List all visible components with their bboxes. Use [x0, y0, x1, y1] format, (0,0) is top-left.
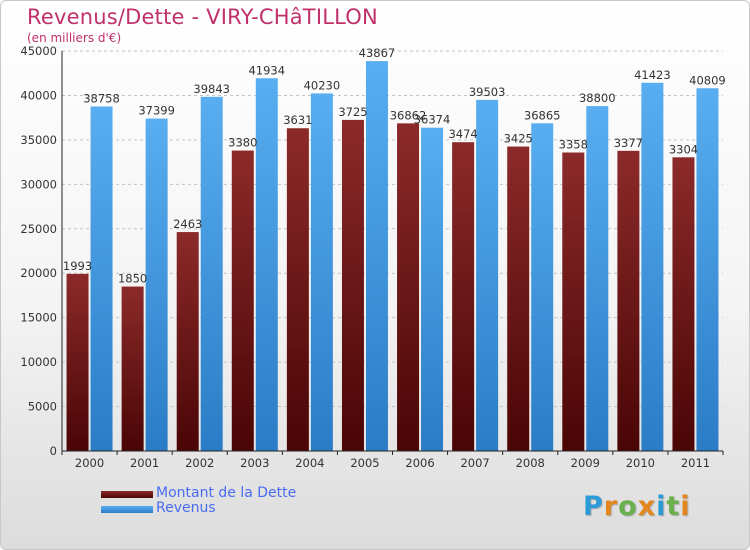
data-label-revenus: 37399 [138, 104, 175, 118]
bar-dette [507, 146, 530, 452]
logo-letter: o [618, 491, 638, 522]
x-tick-label: 2000 [75, 456, 104, 470]
proxiti-logo: Proxiti [583, 491, 691, 522]
bar-dette [397, 123, 420, 451]
logo-letter: r [603, 491, 619, 522]
y-tick-label: 25000 [20, 222, 57, 236]
legend-label-dette: Montant de la Dette [156, 485, 297, 501]
data-label-dette: 1993 [63, 259, 92, 273]
x-tick-label: 2006 [405, 456, 434, 470]
bar-revenus [476, 99, 499, 452]
x-tick-label: 2005 [350, 456, 379, 470]
chart-title: Revenus/Dette - VIRY-CHâTILLON [27, 5, 378, 29]
logo-letter: t [666, 491, 681, 522]
bar-dette [66, 273, 89, 451]
x-tick-label: 2001 [130, 456, 159, 470]
x-tick-label: 2003 [240, 456, 269, 470]
legend-swatch-revenus [101, 506, 153, 513]
data-label-revenus: 40809 [689, 73, 726, 87]
bar-revenus [200, 96, 223, 451]
bar-revenus [365, 61, 388, 452]
x-tick-label: 2007 [460, 456, 489, 470]
x-tick-label: 2004 [295, 456, 324, 470]
y-tick-label: 35000 [20, 133, 57, 147]
bar-revenus [421, 127, 444, 452]
bar-dette [286, 128, 309, 451]
x-tick-label: 2009 [571, 456, 600, 470]
data-label-dette: 3377 [614, 136, 643, 150]
x-tick-label: 2002 [185, 456, 214, 470]
data-label-dette: 3725 [338, 105, 367, 119]
y-tick-label: 15000 [20, 311, 57, 325]
bar-revenus [310, 93, 333, 452]
bar-revenus [255, 78, 278, 452]
legend-swatch-dette [101, 491, 153, 498]
data-label-revenus: 41423 [634, 68, 671, 82]
x-tick-label: 2008 [516, 456, 545, 470]
bar-dette [562, 152, 585, 451]
bar-dette [452, 142, 475, 451]
data-label-revenus: 43867 [359, 46, 396, 60]
data-label-revenus: 36865 [524, 108, 561, 122]
bar-revenus [586, 106, 609, 451]
bar-revenus [90, 106, 113, 452]
data-label-revenus: 40230 [304, 78, 341, 92]
y-tick-label: 0 [50, 444, 57, 458]
data-label-revenus: 41934 [248, 63, 285, 77]
bar-revenus [641, 82, 664, 451]
data-label-dette: 3425 [504, 132, 533, 146]
x-tick-label: 2010 [626, 456, 655, 470]
bar-dette [176, 232, 199, 451]
bar-revenus [696, 88, 719, 452]
chart-subtitle: (en milliers d'€) [27, 31, 122, 45]
bar-revenus [145, 118, 168, 451]
data-label-revenus: 36374 [414, 113, 451, 127]
logo-letter: i [656, 491, 667, 522]
y-tick-label: 20000 [20, 266, 57, 280]
data-label-revenus: 38758 [83, 91, 120, 105]
bar-revenus [531, 123, 554, 452]
data-label-dette: 3631 [283, 113, 312, 127]
bar-dette [231, 150, 254, 452]
data-label-dette: 3474 [448, 127, 477, 141]
y-tick-label: 30000 [20, 177, 57, 191]
logo-letter: i [680, 491, 691, 522]
bar-dette [341, 119, 364, 451]
data-label-dette: 3358 [559, 138, 588, 152]
data-label-dette: 3380 [228, 136, 257, 150]
data-label-dette: 1850 [118, 272, 147, 286]
legend-label-revenus: Revenus [156, 500, 216, 516]
bar-dette [121, 286, 144, 451]
logo-letter: x [637, 491, 657, 522]
data-label-revenus: 38800 [579, 91, 616, 105]
data-label-dette: 36862 [390, 108, 427, 122]
bar-dette [672, 157, 695, 452]
data-label-revenus: 39843 [193, 82, 230, 96]
bar-dette [617, 150, 640, 452]
data-label-dette: 3304 [669, 142, 698, 156]
data-label-revenus: 39503 [469, 85, 506, 99]
x-tick-label: 2011 [681, 456, 710, 470]
y-tick-label: 5000 [28, 400, 57, 414]
logo-letter: P [583, 491, 604, 522]
y-tick-label: 40000 [20, 88, 57, 102]
y-tick-label: 45000 [20, 44, 57, 58]
y-tick-label: 10000 [20, 355, 57, 369]
data-label-dette: 2463 [173, 217, 202, 231]
